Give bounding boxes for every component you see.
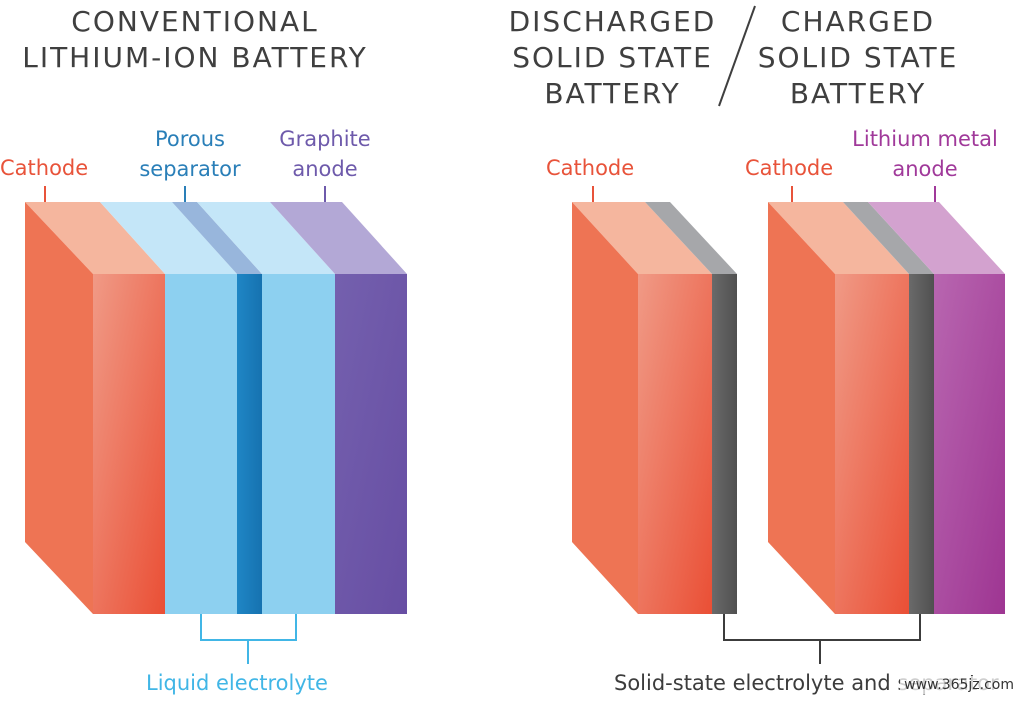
discharged-cathode-top <box>572 202 712 274</box>
discharged-electrolyte-top <box>645 202 737 274</box>
conventional-separator-top <box>172 202 262 274</box>
title-conventional-line-1: CONVENTIONAL <box>71 5 319 38</box>
conventional-graphite-top <box>270 202 407 274</box>
charged-cathode-front <box>835 274 909 614</box>
title-charged: CHARGED SOLID STATE BATTERY <box>748 4 968 112</box>
charged-electrolyte-top <box>843 202 934 274</box>
label-cathode-conventional: Cathode <box>0 156 89 180</box>
charged-cathode-side <box>768 202 835 614</box>
conventional-electrolyte-top-left <box>100 202 237 274</box>
label-cathode-discharged: Cathode <box>546 156 635 180</box>
conventional-cathode-side <box>25 202 93 614</box>
title-conventional-line-2: LITHIUM-ION BATTERY <box>22 41 368 74</box>
conventional-separator-front <box>237 274 262 614</box>
conventional-cathode-top <box>25 202 165 274</box>
discharged-battery <box>572 202 737 614</box>
charged-battery <box>768 202 1005 614</box>
label-graphite-anode: Graphite anode <box>265 124 385 184</box>
title-discharged-line-3: BATTERY <box>544 77 681 110</box>
label-graphite-anode-line-1: Graphite <box>279 127 371 151</box>
charged-lithium-front <box>934 274 1005 614</box>
title-divider-slash <box>718 5 756 107</box>
label-liquid-electrolyte: Liquid electrolyte <box>146 671 328 695</box>
conventional-electrolyte-top-right <box>197 202 335 274</box>
discharged-electrolyte-front <box>712 274 737 614</box>
conventional-electrolyte-front-right <box>262 274 335 614</box>
discharged-cathode-side <box>572 202 638 614</box>
charged-cathode-top <box>768 202 909 274</box>
label-lithium-metal-anode: Lithium metal anode <box>845 124 1005 184</box>
title-charged-line-1: CHARGED <box>780 5 936 38</box>
label-lithium-metal-anode-line-1: Lithium metal <box>852 127 998 151</box>
charged-electrolyte-front <box>909 274 934 614</box>
title-discharged-line-2: SOLID STATE <box>512 41 713 74</box>
bracket-solid-state-electrolyte <box>723 614 921 641</box>
conventional-battery <box>25 202 407 614</box>
label-porous-separator-line-2: separator <box>139 157 241 181</box>
title-discharged: DISCHARGED SOLID STATE BATTERY <box>500 4 725 112</box>
label-cathode-charged: Cathode <box>745 156 834 180</box>
title-discharged-line-1: DISCHARGED <box>508 5 717 38</box>
discharged-cathode-front <box>638 274 712 614</box>
label-lithium-metal-anode-line-2: anode <box>892 157 958 181</box>
label-porous-separator: Porous separator <box>130 124 250 184</box>
conventional-graphite-front <box>335 274 407 614</box>
conventional-electrolyte-front-left <box>165 274 237 614</box>
label-graphite-anode-line-2: anode <box>292 157 358 181</box>
title-charged-line-2: SOLID STATE <box>757 41 959 74</box>
conventional-cathode-front <box>93 274 165 614</box>
watermark: www.365jz.com <box>900 676 1018 694</box>
charged-lithium-top <box>868 202 1005 274</box>
label-porous-separator-line-1: Porous <box>154 127 226 151</box>
bracket-liquid-electrolyte <box>200 614 297 641</box>
title-charged-line-3: BATTERY <box>789 77 927 110</box>
title-conventional: CONVENTIONAL LITHIUM-ION BATTERY <box>10 4 380 76</box>
